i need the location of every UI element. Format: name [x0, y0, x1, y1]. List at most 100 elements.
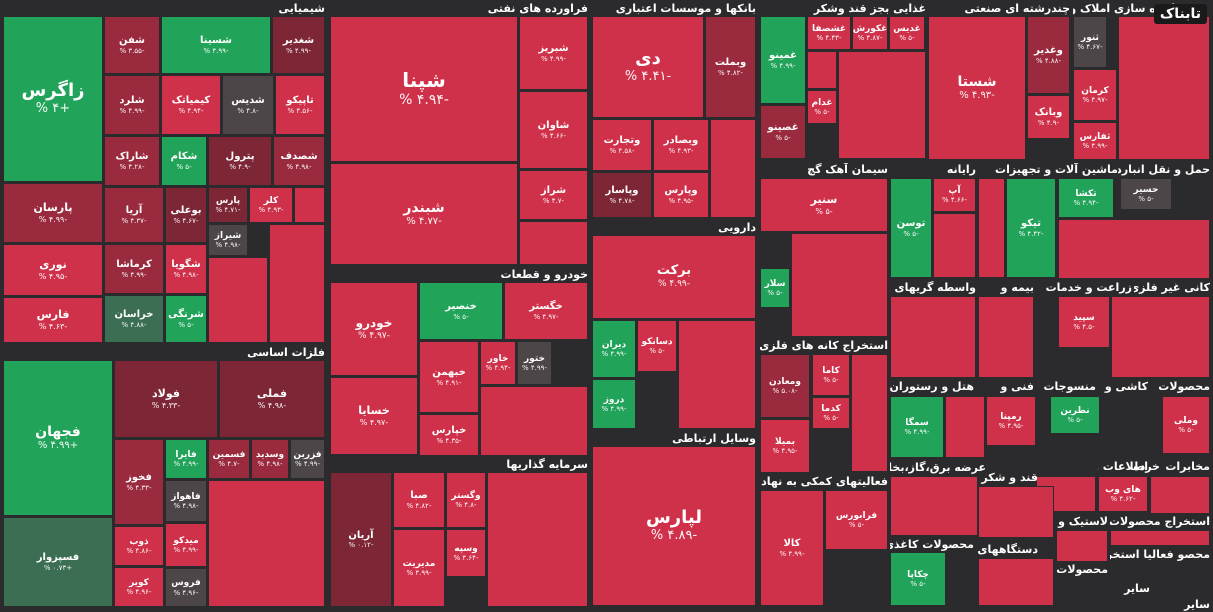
- stock-tile[interactable]: دسانکو -۵ %: [637, 320, 677, 372]
- stock-tile[interactable]: [1150, 476, 1210, 514]
- stock-tile[interactable]: غدیس -۵ %: [889, 16, 925, 50]
- stock-tile[interactable]: فولاد -۴.۳۳ %: [114, 360, 218, 438]
- stock-tile[interactable]: [890, 296, 976, 378]
- stock-tile[interactable]: کرماشا -۴.۹۹ %: [104, 244, 164, 294]
- stock-tile[interactable]: [487, 472, 588, 607]
- stock-tile[interactable]: وملی -۵ %: [1162, 396, 1210, 454]
- stock-tile[interactable]: [945, 396, 985, 458]
- stock-tile[interactable]: [978, 486, 1054, 538]
- stock-tile[interactable]: [294, 187, 325, 223]
- stock-tile[interactable]: شراز -۴.۷ %: [519, 170, 588, 220]
- stock-tile[interactable]: وبانک -۴.۹ %: [1027, 95, 1070, 139]
- stock-tile[interactable]: [1111, 296, 1210, 378]
- stock-tile[interactable]: لپارس -۴.۸۹ %: [592, 446, 756, 606]
- stock-tile[interactable]: فرابورس -۵ %: [825, 490, 888, 550]
- stock-tile[interactable]: کلر -۴.۹۳ %: [249, 187, 293, 223]
- stock-tile[interactable]: کویر -۴.۹۶ %: [114, 567, 164, 607]
- stock-tile[interactable]: سپید -۴.۵ %: [1058, 296, 1110, 348]
- stock-tile[interactable]: شفن -۳.۵۵ %: [104, 16, 160, 74]
- stock-tile[interactable]: غصینو -۵ %: [760, 105, 806, 159]
- stock-tile[interactable]: تکشا -۴.۹۴ %: [1058, 178, 1114, 218]
- stock-tile[interactable]: خبهمن -۴.۹۱ %: [419, 341, 479, 413]
- stock-tile[interactable]: شکام -۵ %: [161, 136, 207, 186]
- stock-tile[interactable]: فاهواز -۴.۹۸ %: [165, 480, 207, 522]
- stock-tile[interactable]: زاگرس +۴ %: [3, 16, 103, 182]
- stock-tile[interactable]: فخوز -۴.۳۳ %: [114, 439, 164, 525]
- stock-tile[interactable]: [1118, 16, 1210, 160]
- stock-tile[interactable]: شبندر -۴.۷۷ %: [330, 163, 518, 265]
- stock-tile[interactable]: تیکو -۴.۴۲ %: [1006, 178, 1056, 278]
- stock-tile[interactable]: وغدیر -۴.۸۸ %: [1027, 16, 1070, 94]
- stock-tile[interactable]: کالا -۴.۹۹ %: [760, 490, 824, 606]
- stock-tile[interactable]: وبملت -۴.۸۲ %: [705, 16, 756, 118]
- stock-tile[interactable]: [678, 320, 756, 429]
- stock-tile[interactable]: شلرد -۴.۹۹ %: [104, 75, 160, 135]
- stock-tile[interactable]: [480, 386, 588, 456]
- stock-tile[interactable]: فایرا -۴.۹۹ %: [165, 439, 207, 479]
- stock-tile[interactable]: [519, 221, 588, 265]
- stock-tile[interactable]: [851, 354, 888, 472]
- stock-tile[interactable]: کدما -۵ %: [812, 397, 850, 429]
- stock-tile[interactable]: شیراز -۴.۹۸ %: [208, 224, 248, 256]
- stock-tile[interactable]: [890, 476, 978, 536]
- stock-tile[interactable]: غشصفا -۴.۴۳ %: [807, 16, 851, 50]
- stock-tile[interactable]: شسینا -۴.۹۹ %: [161, 16, 271, 74]
- stock-tile[interactable]: [838, 51, 926, 159]
- stock-tile[interactable]: پارس -۴.۷۱ %: [208, 187, 248, 223]
- stock-tile[interactable]: پترول -۴.۹ %: [208, 136, 272, 186]
- stock-tile[interactable]: شاراک -۴.۲۸ %: [104, 136, 160, 186]
- stock-tile[interactable]: صبا -۴.۸۲ %: [393, 472, 445, 528]
- stock-tile[interactable]: دیران -۴.۹۹ %: [592, 320, 636, 378]
- stock-tile[interactable]: فروس -۴.۹۶ %: [165, 568, 207, 607]
- stock-tile[interactable]: فملی -۴.۹۸ %: [219, 360, 325, 438]
- stock-tile[interactable]: نطرین -۵ %: [1050, 396, 1100, 434]
- stock-tile[interactable]: فجهان +۴.۹۹ %: [3, 360, 113, 516]
- stock-tile[interactable]: [933, 213, 976, 278]
- stock-tile[interactable]: ختور -۴.۹۹ %: [517, 341, 552, 385]
- stock-tile[interactable]: سلار -۵ %: [760, 268, 790, 308]
- stock-tile[interactable]: غمینو -۴.۹۹ %: [760, 16, 806, 104]
- stock-tile[interactable]: وتجارت -۴.۵۸ %: [592, 119, 652, 171]
- stock-tile[interactable]: فزرین -۴.۹۹ %: [290, 439, 325, 479]
- stock-tile[interactable]: میدکو -۴.۹۹ %: [165, 523, 207, 567]
- stock-tile[interactable]: کرمان -۴.۹۷ %: [1073, 69, 1117, 121]
- stock-tile[interactable]: شرنگی -۵ %: [165, 295, 207, 343]
- stock-tile[interactable]: پارسان -۴.۹۹ %: [3, 183, 103, 243]
- stock-tile[interactable]: های وب -۴.۶۲ %: [1098, 476, 1148, 512]
- stock-tile[interactable]: [269, 224, 325, 343]
- stock-tile[interactable]: شدیس -۴.۸ %: [222, 75, 274, 135]
- stock-tile[interactable]: خپارس -۴.۳۵ %: [419, 414, 479, 456]
- stock-tile[interactable]: شصدف -۴.۹۸ %: [273, 136, 325, 186]
- stock-tile[interactable]: مدیریت -۴.۹۹ %: [393, 529, 445, 607]
- stock-tile[interactable]: خراسان -۴.۸۸ %: [104, 295, 164, 343]
- stock-tile[interactable]: خگستر -۴.۹۷ %: [504, 282, 588, 340]
- stock-tile[interactable]: شبریز -۴.۹۹ %: [519, 16, 588, 90]
- stock-tile[interactable]: آریا -۴.۳۷ %: [104, 187, 164, 243]
- stock-tile[interactable]: [978, 558, 1054, 606]
- stock-tile[interactable]: خنصیر -۵ %: [419, 282, 503, 340]
- stock-tile[interactable]: وپارس -۴.۹۵ %: [653, 172, 709, 218]
- stock-tile[interactable]: وبصادر -۴.۹۳ %: [653, 119, 709, 171]
- stock-tile[interactable]: خسایا -۴.۹۷ %: [330, 377, 418, 455]
- stock-tile[interactable]: رمپنا -۴.۹۵ %: [986, 396, 1036, 446]
- stock-tile[interactable]: ثفارس -۴.۹۹ %: [1073, 122, 1117, 160]
- stock-tile[interactable]: نوری -۴.۹۵ %: [3, 244, 103, 296]
- stock-tile[interactable]: شستا -۴.۹۳ %: [928, 16, 1026, 160]
- stock-tile[interactable]: کاما -۵ %: [812, 354, 850, 396]
- stock-tile[interactable]: برکت -۴.۹۹ %: [592, 235, 756, 319]
- stock-tile[interactable]: دروز -۴.۹۹ %: [592, 379, 636, 429]
- stock-tile[interactable]: چکاپا -۵ %: [890, 552, 946, 606]
- stock-tile[interactable]: کیمیاتک -۴.۹۴ %: [161, 75, 221, 135]
- stock-tile[interactable]: ثنور -۴.۶۷ %: [1073, 16, 1107, 68]
- stock-tile[interactable]: فسپزوار +۰.۷۳ %: [3, 517, 113, 607]
- stock-tile[interactable]: شاوان -۴.۶۶ %: [519, 91, 588, 169]
- stock-tile[interactable]: [1058, 219, 1210, 279]
- stock-tile[interactable]: وسپه -۴.۶۴ %: [446, 529, 486, 577]
- stock-tile[interactable]: سمگا -۴.۹۹ %: [890, 396, 944, 458]
- stock-tile[interactable]: [807, 51, 837, 89]
- stock-tile[interactable]: شغدیر -۴.۹۹ %: [272, 16, 325, 74]
- stock-tile[interactable]: دی -۴.۴۱ %: [592, 16, 704, 118]
- stock-tile[interactable]: خاور -۴.۹۴ %: [480, 341, 516, 385]
- stock-tile[interactable]: خودرو -۴.۹۷ %: [330, 282, 418, 376]
- stock-tile[interactable]: شپنا -۴.۹۴ %: [330, 16, 518, 162]
